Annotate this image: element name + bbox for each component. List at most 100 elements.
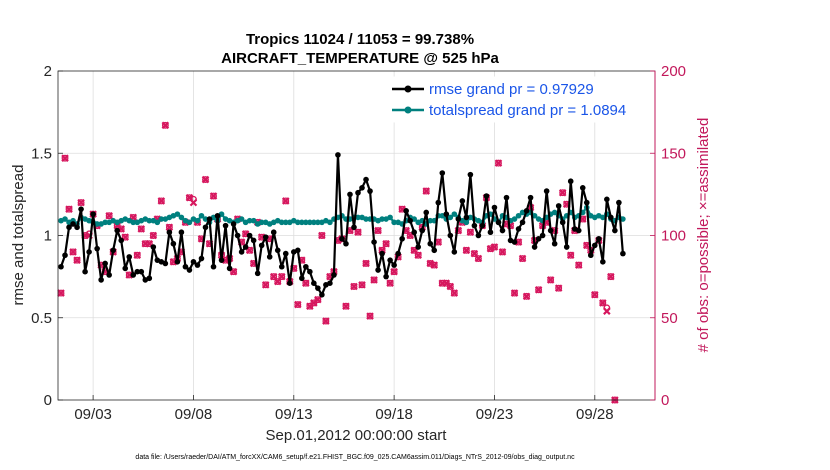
rmse-point [483, 193, 490, 199]
obs-assimilated-point [294, 300, 302, 309]
rmse-point [403, 208, 409, 214]
obs-possible-point [495, 159, 502, 167]
rmse-point [303, 263, 309, 270]
rmse-point [511, 239, 518, 245]
rmse-point [531, 244, 538, 250]
obs-possible-point [157, 197, 165, 205]
obs-assimilated-point [494, 159, 503, 167]
y-tick-label-right: 50 [661, 310, 678, 327]
rmse-point [523, 208, 530, 214]
rmse-point [579, 184, 586, 191]
totalspread-point [511, 216, 518, 222]
totalspread-point [447, 214, 454, 221]
obs-possible-point [105, 212, 113, 220]
obs-assimilated-point [426, 259, 435, 268]
y-tick-label-left: 0.5 [31, 310, 52, 327]
rmse-point [463, 214, 470, 221]
obs-possible-point [318, 232, 326, 239]
totalspread-point [94, 221, 100, 227]
obs-possible-point [523, 292, 531, 300]
totalspread-point [246, 217, 253, 224]
rmse-point [58, 263, 64, 270]
rmse-point [78, 206, 84, 212]
obs-possible-point [410, 246, 418, 254]
chart-title-line1: Tropics 11024 / 11053 = 99.738% [246, 31, 474, 48]
rmse-point [222, 222, 229, 229]
rmse-point [559, 219, 566, 226]
rmse-point [451, 249, 458, 255]
y-tick-label-right: 150 [661, 145, 686, 162]
rmse-point [311, 280, 317, 287]
rmse-point [535, 235, 542, 242]
rmse-point [383, 273, 389, 280]
rmse-point [359, 184, 365, 191]
rmse-point [459, 198, 466, 204]
x-tick-label: 09/08 [175, 406, 213, 423]
totalspread-point [620, 216, 626, 222]
obs-assimilated-point [201, 175, 210, 184]
obs-possible-point [374, 227, 382, 235]
legend-marker-rmse [404, 85, 412, 93]
rmse-point [130, 272, 137, 278]
obs-assimilated-point [125, 271, 134, 279]
totalspread-point [307, 219, 313, 226]
rmse-point [379, 250, 385, 257]
obs-assimilated-point [370, 276, 378, 284]
rmse-point [98, 277, 104, 283]
obs-possible-point [390, 268, 398, 276]
rmse-point [407, 217, 413, 224]
obs-assimilated-point [382, 239, 390, 248]
obs-possible-point [61, 154, 69, 162]
x-axis-label: Sep.01,2012 00:00:00 start [266, 427, 448, 444]
rmse-point [70, 221, 76, 227]
obs-assimilated-point [386, 279, 394, 287]
rmse-point [250, 237, 257, 244]
rmse-point [499, 227, 506, 234]
obs-possible-point [314, 296, 322, 304]
totalspread-point [202, 216, 209, 222]
rmse-point [242, 244, 249, 250]
obs-assimilated-point [518, 254, 527, 263]
rmse-point [226, 265, 233, 272]
obs-assimilated-point [322, 317, 330, 325]
rmse-point [539, 232, 546, 239]
totalspread-point [515, 212, 522, 219]
obs-possible-point [282, 197, 290, 205]
obs-possible-point [246, 246, 254, 254]
obs-assimilated-point [514, 238, 523, 246]
rmse-point [431, 247, 438, 254]
obs-assimilated-point [61, 154, 69, 162]
rmse-point [575, 227, 582, 234]
rmse-point [315, 285, 321, 291]
obs-possible-point [230, 268, 238, 276]
rmse-line [59, 153, 624, 296]
totalspread-point [311, 219, 317, 226]
rmse-point [363, 176, 369, 183]
rmse-point [307, 268, 313, 275]
obs-assimilated-point [165, 223, 174, 232]
rmse-point [495, 219, 502, 226]
obs-possible-point [414, 251, 422, 259]
obs-possible-point [149, 232, 157, 239]
rmse-point [555, 203, 562, 209]
rmse-point [102, 260, 108, 267]
rmse-point [423, 209, 430, 216]
obs-possible-point [274, 278, 282, 286]
totalspread-point [198, 212, 205, 219]
obs-possible-point [202, 176, 209, 184]
obs-possible-point [77, 199, 85, 207]
rmse-point [234, 232, 241, 239]
obs-assimilated-point [474, 254, 483, 263]
obs-assimilated-point [566, 251, 575, 260]
rmse-point [367, 188, 373, 194]
totalspread-point [174, 211, 181, 217]
rmse-point [66, 224, 72, 231]
rmse-point [134, 268, 141, 275]
obs-assimilated-point [591, 290, 599, 299]
totalspread-point [387, 214, 393, 221]
legend-label-totalspread: totalspread grand pr = 1.0894 [429, 102, 626, 119]
rmse-point [126, 254, 133, 260]
plot-series [57, 121, 626, 404]
totalspread-point [363, 216, 369, 222]
rmse-point [118, 237, 125, 244]
